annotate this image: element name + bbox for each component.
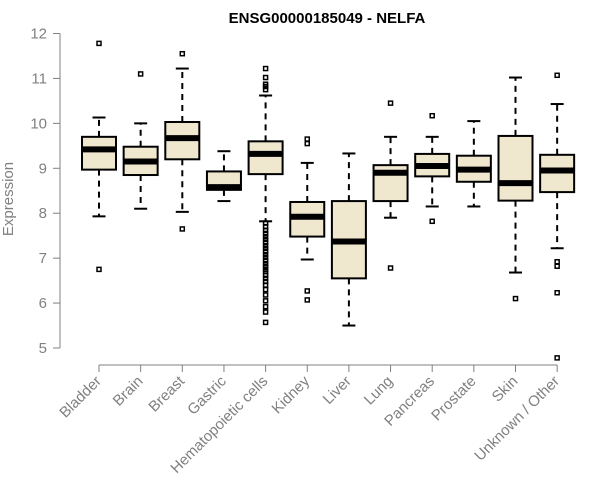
outlier-point bbox=[262, 298, 269, 304]
outlier-point bbox=[262, 257, 269, 264]
outlier-point bbox=[262, 263, 269, 269]
outlier-point bbox=[179, 226, 186, 232]
x-tick-label: Lung bbox=[361, 373, 397, 409]
outlier-point bbox=[304, 288, 310, 294]
x-tick-label: Breast bbox=[145, 372, 188, 415]
outlier-point bbox=[262, 292, 269, 298]
iqr-box bbox=[81, 135, 117, 171]
outlier-point bbox=[262, 272, 269, 278]
outlier-point bbox=[304, 140, 310, 147]
outlier-point bbox=[262, 245, 269, 252]
outlier-point bbox=[554, 263, 560, 269]
outlier-point bbox=[262, 275, 269, 282]
x-tick-label: Kidney bbox=[269, 372, 314, 417]
box-bladder bbox=[81, 40, 117, 273]
x-tick-label: Skin bbox=[489, 373, 522, 406]
x-tick-label: Bladder bbox=[56, 373, 105, 422]
y-tick-label: 7 bbox=[39, 250, 47, 267]
outlier-point bbox=[262, 282, 269, 288]
outlier-point bbox=[512, 295, 519, 302]
iqr-box bbox=[247, 140, 284, 176]
outlier-point bbox=[96, 266, 102, 273]
box-hematopoietic-cells bbox=[247, 65, 284, 326]
x-tick-label: Brain bbox=[110, 373, 147, 410]
x-tick-label: Liver bbox=[320, 373, 355, 408]
outlier-point bbox=[554, 258, 560, 265]
outlier-point bbox=[554, 355, 560, 361]
outlier-point bbox=[429, 218, 435, 225]
x-tick-label: Prostate bbox=[428, 373, 480, 425]
y-tick-label: 6 bbox=[39, 295, 47, 312]
outlier-point bbox=[262, 74, 269, 81]
y-axis: 5 6 7 8 9 10 11 12 bbox=[30, 26, 61, 357]
outlier-point bbox=[387, 100, 394, 106]
box-gastric bbox=[205, 150, 242, 203]
outlier-point bbox=[96, 40, 102, 47]
outlier-point bbox=[262, 254, 269, 260]
outlier-point bbox=[262, 227, 269, 234]
box-brain bbox=[122, 71, 159, 210]
box-pancreas bbox=[414, 112, 451, 225]
outlier-point bbox=[262, 83, 269, 90]
outlier-point bbox=[304, 136, 310, 142]
y-tick-label: 9 bbox=[39, 160, 47, 177]
iqr-box bbox=[497, 134, 534, 202]
y-axis-title: Expression bbox=[0, 162, 17, 236]
chart-title: ENSG00000185049 - NELFA bbox=[229, 10, 426, 27]
outlier-point bbox=[262, 309, 269, 315]
outlier-point bbox=[554, 289, 560, 296]
outlier-point bbox=[262, 239, 269, 246]
outlier-point bbox=[137, 71, 144, 77]
box-unknown-other bbox=[539, 72, 576, 361]
outlier-point bbox=[262, 230, 269, 237]
outlier-point bbox=[429, 112, 435, 119]
y-tick-label: 8 bbox=[39, 205, 47, 222]
outlier-point bbox=[262, 236, 269, 243]
box-breast bbox=[164, 50, 201, 232]
outlier-point bbox=[262, 319, 269, 326]
box-prostate bbox=[455, 120, 492, 208]
y-tick-label: 5 bbox=[39, 340, 47, 357]
outlier-point bbox=[262, 286, 269, 293]
outlier-point bbox=[554, 72, 560, 79]
outlier-point bbox=[387, 265, 394, 271]
box-lung bbox=[372, 100, 409, 271]
outlier-point bbox=[262, 248, 269, 255]
y-tick-label: 12 bbox=[30, 26, 47, 43]
boxes-group bbox=[81, 40, 576, 361]
box-liver bbox=[330, 152, 367, 327]
y-tick-label: 10 bbox=[30, 115, 47, 132]
outlier-point bbox=[262, 65, 269, 72]
outlier-point bbox=[262, 303, 269, 310]
outlier-point bbox=[304, 297, 310, 303]
box-skin bbox=[497, 76, 534, 302]
y-tick-label: 11 bbox=[31, 70, 47, 87]
outlier-point bbox=[179, 50, 186, 57]
outlier-point bbox=[262, 86, 269, 93]
box-kidney bbox=[289, 136, 326, 303]
